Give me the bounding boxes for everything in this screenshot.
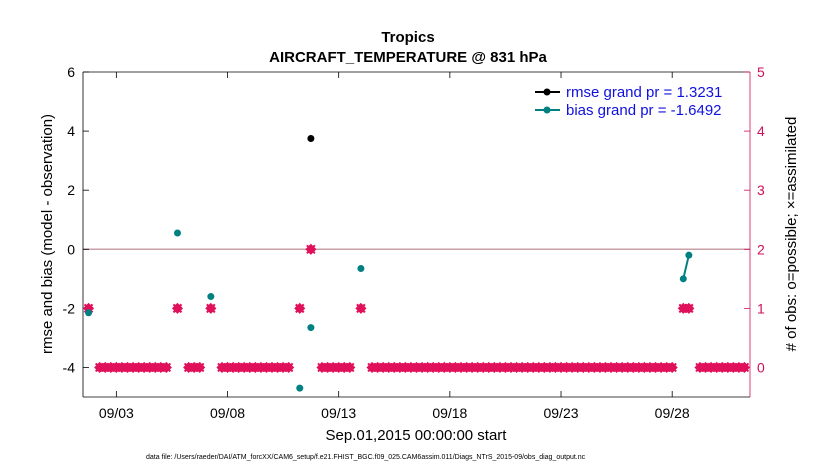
bias-point — [85, 309, 93, 317]
obs-zero-assimilated-marker — [667, 362, 677, 373]
y2-tick-label: 0 — [757, 359, 765, 375]
legend-bias-marker — [543, 106, 551, 114]
y-tick-label: 4 — [67, 123, 75, 139]
obs-assimilated-marker — [306, 244, 316, 254]
legend-rmse-marker — [543, 88, 551, 96]
plot-area: 09/03 09/08 09/13 09/18 09/23 09/28 -4 -2 0 2 4 6 0 1… — [63, 64, 765, 421]
obs-assimilated-marker — [684, 303, 694, 314]
chart-subtitle: AIRCRAFT_TEMPERATURE @ 831 hPa — [269, 49, 547, 66]
x-axis-label: Sep.01,2015 00:00:00 start — [326, 427, 508, 444]
rmse-point — [307, 134, 315, 142]
legend-rmse-text: rmse grand pr = 1.3231 — [566, 84, 722, 101]
bias-point — [207, 293, 215, 301]
x-tick-label: 09/13 — [321, 405, 356, 421]
y-tick-label: -2 — [63, 300, 76, 316]
obs-zero-assimilated-marker — [283, 362, 294, 373]
x-tick-label: 09/18 — [432, 405, 467, 421]
obs-zero-assimilated-marker — [739, 362, 750, 373]
y2-tick-label: 5 — [757, 64, 765, 80]
obs-zero-assimilated-marker — [161, 362, 172, 373]
obs-assimilated-marker — [172, 303, 183, 314]
obs-assimilated-marker — [295, 303, 305, 314]
y2-tick-label: 1 — [757, 300, 765, 316]
x-tick-label: 09/23 — [543, 405, 578, 421]
bias-point — [685, 251, 693, 259]
y2-tick-label: 3 — [757, 182, 765, 198]
bias-point — [296, 384, 304, 392]
bias-line — [682, 254, 690, 280]
obs-assimilated-marker — [356, 303, 366, 314]
obs-zero-assimilated-marker — [345, 362, 355, 373]
data-file-note: data file: /Users/raeder/DAI/ATM_forcXX/… — [146, 454, 586, 461]
y-tick-label: -4 — [63, 359, 76, 375]
y2-tick-label: 2 — [757, 241, 765, 257]
bias-point — [173, 229, 181, 237]
bias-point — [679, 275, 687, 283]
x-tick-label: 09/03 — [99, 405, 134, 421]
chart-title: Tropics — [381, 29, 434, 46]
obs-assimilated-marker — [206, 303, 216, 314]
y2-axis-label: # of obs: o=possible; ×=assimilated — [783, 117, 800, 352]
y-tick-label: 2 — [67, 182, 75, 198]
x-tick-label: 09/28 — [655, 405, 690, 421]
y-tick-label: 0 — [67, 241, 75, 257]
bias-point — [307, 324, 315, 332]
legend-bias-text: bias grand pr = -1.6492 — [566, 102, 722, 119]
y-axis-label: rmse and bias (model - observation) — [39, 114, 56, 354]
bias-point — [357, 264, 365, 272]
x-tick-label: 09/08 — [210, 405, 245, 421]
obs-zero-assimilated-marker — [195, 362, 205, 373]
y-tick-label: 6 — [67, 64, 75, 80]
y2-tick-label: 4 — [757, 123, 765, 139]
